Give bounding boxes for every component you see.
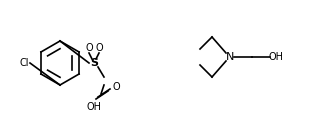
Text: Cl: Cl xyxy=(19,58,29,68)
Text: O: O xyxy=(112,82,120,92)
Text: OH: OH xyxy=(86,102,101,112)
Text: OH: OH xyxy=(268,52,284,62)
Text: S: S xyxy=(90,58,98,68)
Text: N: N xyxy=(226,52,234,62)
Text: O: O xyxy=(95,43,103,53)
Text: O: O xyxy=(85,43,93,53)
